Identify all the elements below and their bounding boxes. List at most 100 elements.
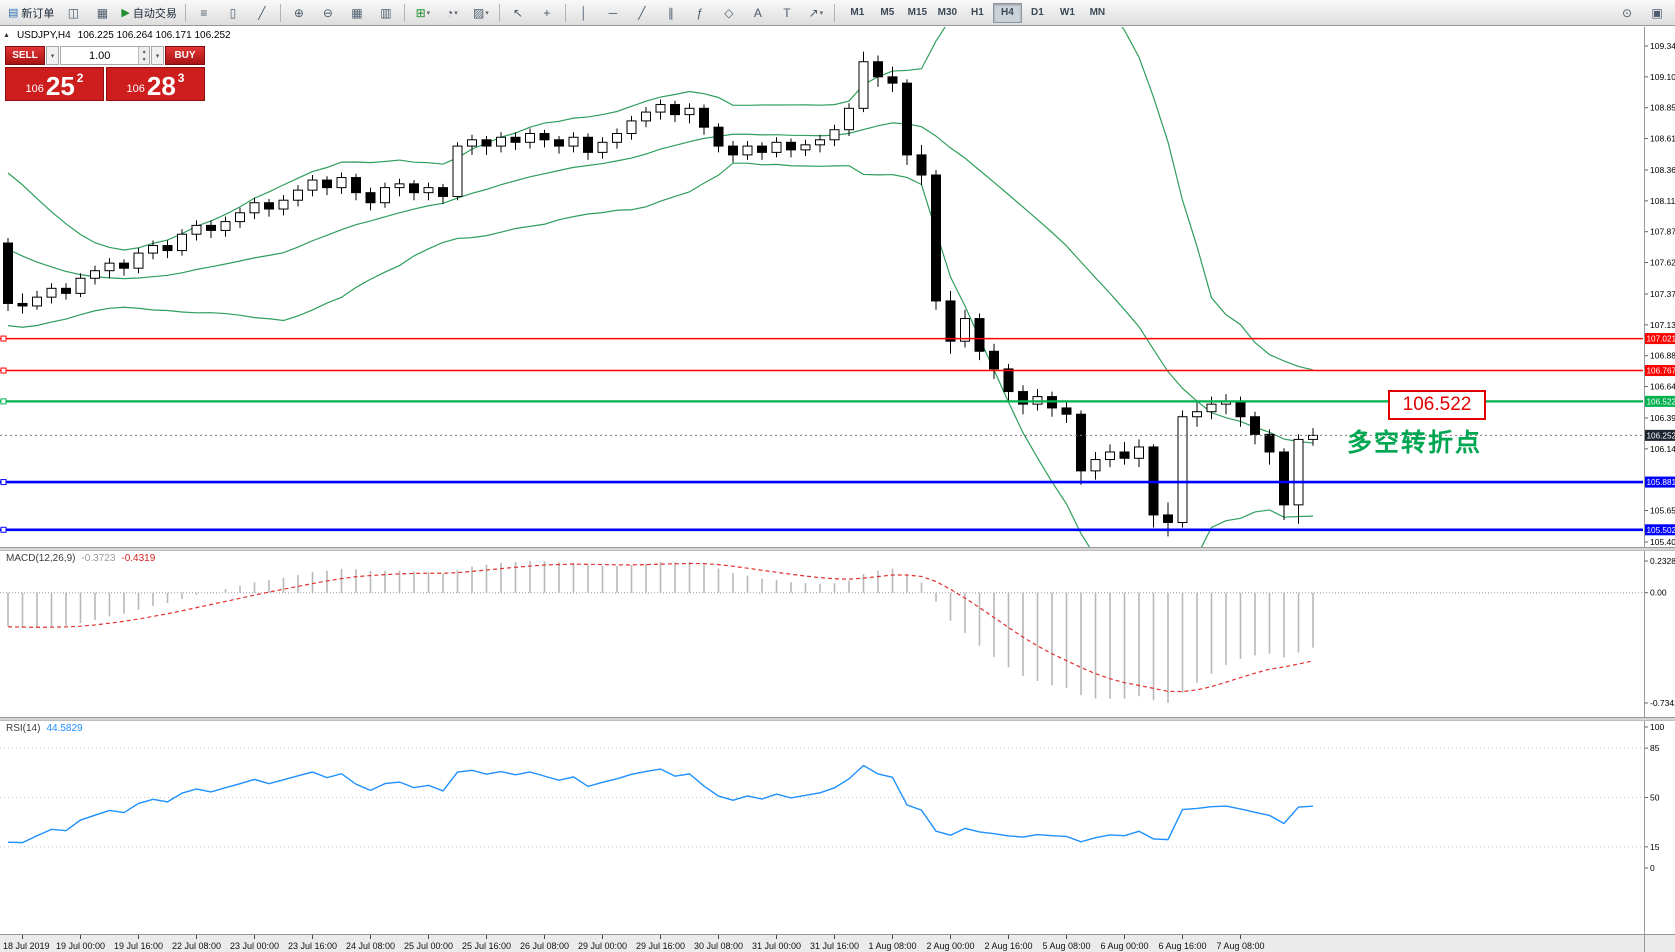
- buy-price-panel[interactable]: 106 28 3: [106, 67, 205, 101]
- timeframe-mn[interactable]: MN: [1089, 7, 1106, 18]
- bar-chart-icon: ≡: [200, 5, 208, 20]
- svg-text:107.021: 107.021: [1647, 335, 1675, 344]
- hline-handle[interactable]: [0, 335, 7, 342]
- clock-icon: ◔: [445, 5, 454, 20]
- volume-up-button[interactable]: ▴: [139, 47, 149, 56]
- timeframe-m30[interactable]: M30: [937, 7, 958, 18]
- arrange-windows-button[interactable]: ▥: [372, 2, 400, 24]
- time-label: 30 Jul 08:00: [694, 941, 743, 951]
- arrows-button[interactable]: ↗ ▾: [802, 2, 830, 24]
- candlestick-button[interactable]: ▯: [219, 2, 247, 24]
- rsi-chart[interactable]: 100 85 50 15 0: [0, 721, 1675, 934]
- collapse-icon[interactable]: ▲: [3, 32, 10, 39]
- play-icon: ▶: [121, 7, 130, 19]
- hline-handle[interactable]: [0, 398, 7, 405]
- rsi-scale-label: 85: [1650, 743, 1660, 753]
- periods-button[interactable]: ◔ ▾: [438, 2, 466, 24]
- sell-button[interactable]: SELL: [5, 46, 45, 65]
- shapes-icon: ◇: [724, 5, 734, 20]
- channel-button[interactable]: ∥: [657, 2, 685, 24]
- timeframe-h4[interactable]: H4: [992, 2, 1022, 23]
- price-scale-label: 109.345: [1650, 41, 1675, 51]
- macd-scale-label: 0.2328: [1650, 556, 1675, 566]
- rsi-scale-label: 50: [1650, 793, 1660, 803]
- panel-separator[interactable]: [0, 547, 1675, 551]
- svg-text:105.502: 105.502: [1647, 526, 1675, 535]
- hline-handle[interactable]: [0, 367, 7, 374]
- rsi-panel: 100 85 50 15 0 RSI(14) 44.5829: [0, 721, 1675, 934]
- buy-dropdown-button[interactable]: ▾: [151, 46, 164, 65]
- trendline-button[interactable]: ╱: [628, 2, 656, 24]
- buy-price-sup: 3: [177, 71, 185, 85]
- crosshair-button[interactable]: +: [533, 2, 561, 24]
- cursor-button[interactable]: ↖: [504, 2, 532, 24]
- new-chart-button[interactable]: ◫: [59, 2, 87, 24]
- time-axis[interactable]: 18 Jul 2019 19 Jul 00:00 19 Jul 16:00 22 Ju…: [0, 934, 1675, 952]
- toolbar-separator: [498, 3, 500, 22]
- new-order-icon: ▤: [8, 7, 19, 19]
- hline-handle[interactable]: [0, 479, 7, 486]
- rsi-scale-label: 0: [1650, 863, 1655, 873]
- zoom-in-button[interactable]: ⊕: [285, 2, 313, 24]
- price-tag-resistance-2: [1645, 365, 1675, 377]
- time-label: 24 Jul 08:00: [346, 941, 395, 951]
- price-scale-label: 106.885: [1650, 351, 1675, 361]
- vertical-line-button[interactable]: │: [570, 2, 598, 24]
- price-scale-label: 106.145: [1650, 444, 1675, 454]
- auto-trading-button[interactable]: ▶ 自动交易: [117, 2, 180, 24]
- timeframe-w1[interactable]: W1: [1059, 7, 1075, 18]
- horizontal-line-button[interactable]: ─: [599, 2, 627, 24]
- indicators-button[interactable]: ⊞ ▾: [409, 2, 437, 24]
- data-window-icon: ▣: [1651, 5, 1663, 20]
- search-button[interactable]: ⊙: [1613, 2, 1641, 24]
- price-scale-label: 107.870: [1650, 227, 1675, 237]
- volume-input[interactable]: [61, 47, 139, 64]
- buy-price-prefix: 106: [126, 83, 145, 95]
- macd-header: MACD(12,26,9) -0.3723 -0.4319: [6, 553, 155, 564]
- time-label: 1 Aug 08:00: [868, 941, 916, 951]
- sell-price-panel[interactable]: 106 25 2: [5, 67, 104, 101]
- line-chart-button[interactable]: ╱: [248, 2, 276, 24]
- time-label: 29 Jul 00:00: [578, 941, 627, 951]
- price-tag-support-2: [1645, 524, 1675, 536]
- sell-price-prefix: 106: [25, 83, 44, 95]
- panel-separator[interactable]: [0, 717, 1675, 721]
- profiles-button[interactable]: ▦: [88, 2, 116, 24]
- templates-button[interactable]: ▨ ▾: [467, 2, 495, 24]
- bar-chart-button[interactable]: ≡: [190, 2, 218, 24]
- channel-icon: ∥: [667, 5, 674, 20]
- timeframe-m15[interactable]: M15: [907, 7, 928, 18]
- hline-handle[interactable]: [0, 526, 7, 533]
- text-button[interactable]: A: [744, 2, 772, 24]
- shapes-button[interactable]: ◇: [715, 2, 743, 24]
- timeframe-m5[interactable]: M5: [880, 7, 895, 18]
- new-order-button[interactable]: ▤ 新订单: [4, 2, 58, 24]
- timeframe-d1[interactable]: D1: [1030, 7, 1044, 18]
- buy-button[interactable]: BUY: [165, 46, 205, 65]
- zoom-out-button[interactable]: ⊖: [314, 2, 342, 24]
- price-annotation-box[interactable]: 106.522: [1388, 390, 1486, 420]
- data-window-button[interactable]: ▣: [1643, 2, 1671, 24]
- macd-chart[interactable]: 0.2328 0.00 -0.7342: [0, 551, 1675, 717]
- symbol-info: ▲ USDJPY,H4 106.225 106.264 106.171 106.…: [3, 30, 231, 41]
- macd-histogram: [7, 561, 1314, 703]
- macd-scale-label: -0.7342: [1650, 698, 1675, 708]
- volume-spinner: ▴ ▾: [138, 47, 149, 64]
- time-label: 7 Aug 08:00: [1216, 941, 1264, 951]
- fibonacci-button[interactable]: ƒ: [686, 2, 714, 24]
- main-chart[interactable]: 109.345 109.100 108.855 108.610 108.360 108.1…: [0, 27, 1675, 547]
- volume-box: ▴ ▾: [60, 46, 150, 65]
- timeframe-m1[interactable]: M1: [850, 7, 865, 18]
- sell-dropdown-button[interactable]: ▾: [46, 46, 59, 65]
- timeframe-h1[interactable]: H1: [970, 7, 984, 18]
- text-label-button[interactable]: T: [773, 2, 801, 24]
- caret-down-icon: ▾: [426, 9, 431, 17]
- turning-point-label[interactable]: 多空转折点: [1347, 429, 1483, 457]
- tile-windows-button[interactable]: ▦: [343, 2, 371, 24]
- svg-text:105.881: 105.881: [1647, 478, 1675, 487]
- timeframe-group: M1 M5 M15 M30 H1 H4 D1 W1 MN: [843, 2, 1112, 23]
- one-click-trading-widget: SELL ▾ ▴ ▾ ▾ BUY 106 25 2: [5, 46, 205, 101]
- rsi-header: RSI(14) 44.5829: [6, 723, 83, 734]
- symbol-ohlc: 106.225 106.264 106.171 106.252: [77, 30, 231, 41]
- volume-down-button[interactable]: ▾: [139, 55, 149, 64]
